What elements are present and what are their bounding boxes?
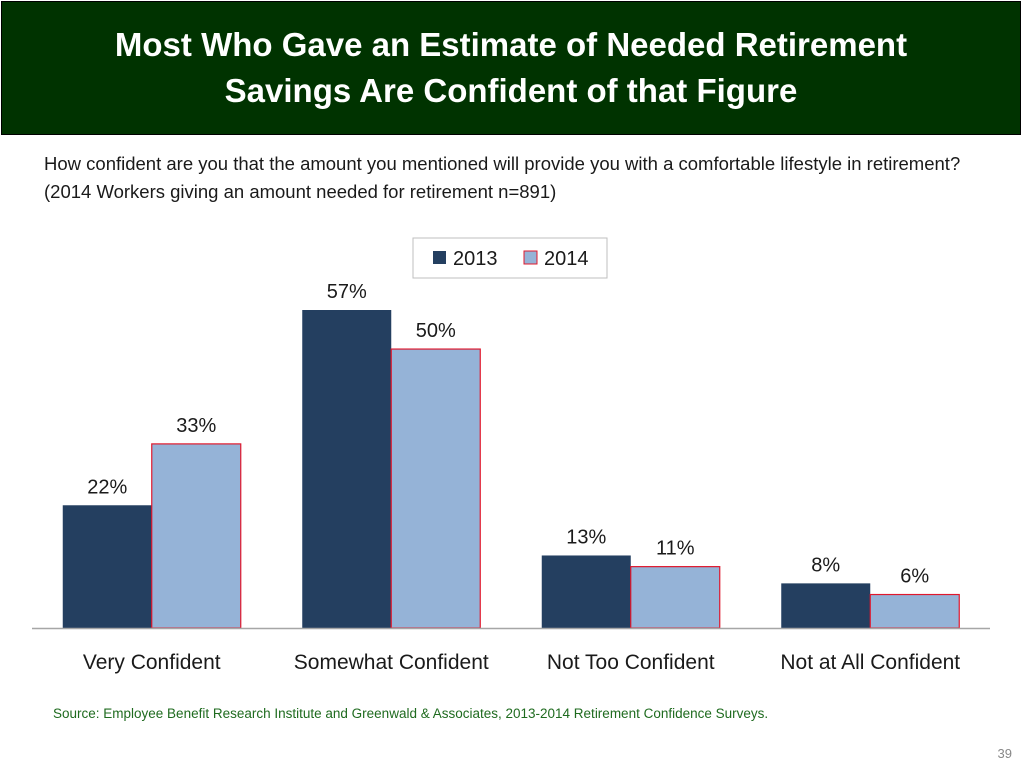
category-label-not-too-confident: Not Too Confident — [547, 651, 715, 674]
bar-2014-not-too-confident — [630, 566, 721, 629]
bar-2014-somewhat-confident — [390, 348, 481, 629]
bar-2013-very-confident — [62, 505, 152, 628]
legend-label-2013: 2013 — [453, 248, 498, 270]
bar-2014-very-confident — [151, 443, 242, 629]
slide-title: Most Who Gave an Estimate of Needed Reti… — [114, 26, 908, 109]
data-label-2013-not-too-confident: 13% — [566, 526, 606, 548]
title-bar: Most Who Gave an Estimate of Needed Reti… — [1, 1, 1021, 135]
page-number: 39 — [997, 746, 1012, 761]
survey-question: How confident are you that the amount yo… — [44, 153, 961, 202]
data-label-2014-not-too-confident: 11% — [656, 538, 695, 560]
category-label-not-at-all-confident: Not at All Confident — [780, 651, 960, 674]
data-label-2013-very-confident: 22% — [87, 476, 127, 498]
data-label-2014-not-at-all-confident: 6% — [900, 566, 929, 588]
data-label-2013-not-at-all-confident: 8% — [811, 554, 840, 576]
data-label-2014-very-confident: 33% — [176, 415, 216, 437]
category-label-somewhat-confident: Somewhat Confident — [294, 651, 489, 674]
bar-chart: 22% 33% Very Confident 57% 50% Somewhat Confi… — [32, 237, 990, 674]
bar-2013-not-too-confident — [541, 555, 631, 628]
legend-label-2014: 2014 — [544, 248, 589, 270]
bar-2013-not-at-all-confident — [781, 583, 871, 628]
source-note: Source: Employee Benefit Research Instit… — [53, 706, 769, 721]
bar-2014-not-at-all-confident — [869, 593, 960, 629]
legend-swatch-2014 — [523, 250, 538, 265]
data-label-2013-somewhat-confident: 57% — [327, 281, 367, 303]
category-label-very-confident: Very Confident — [83, 651, 221, 674]
data-label-2014-somewhat-confident: 50% — [416, 320, 456, 342]
legend-swatch-2013 — [433, 251, 446, 264]
bar-2013-somewhat-confident — [302, 310, 392, 628]
